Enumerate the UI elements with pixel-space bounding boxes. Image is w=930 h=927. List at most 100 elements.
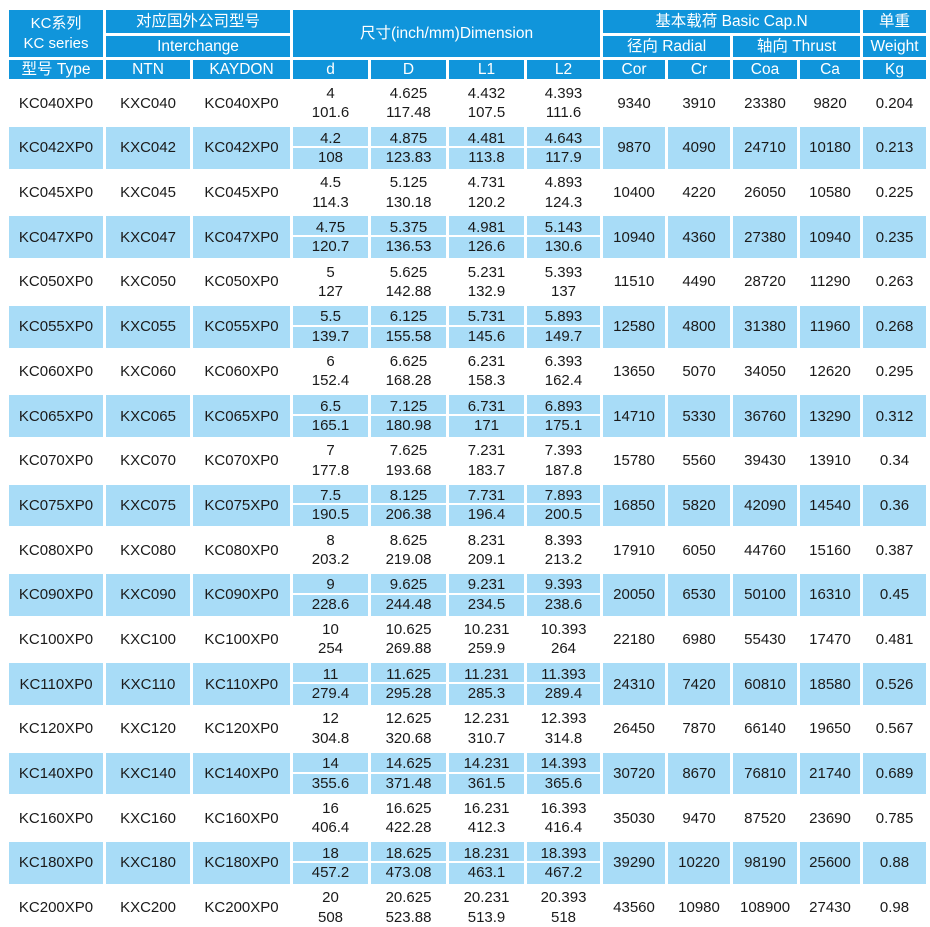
- L1-inch-value: 11.231: [450, 665, 523, 685]
- cell-model: KC050XP0: [6, 258, 106, 306]
- L1-inch-value: 6.231: [450, 352, 523, 372]
- cell-cr: 4090: [665, 124, 734, 172]
- cell-L1: 8.231 209.1: [446, 526, 528, 574]
- header-type: 型号 Type: [6, 56, 106, 83]
- cell-ntn: KXC160: [103, 794, 193, 843]
- cell-ntn: KXC055: [103, 302, 193, 351]
- cell-coa: 98190: [730, 839, 801, 887]
- cell-L1: 11.231 285.3: [446, 660, 528, 708]
- cell-D: 5.625 142.88: [368, 258, 450, 306]
- L1-inch-value: 5.731: [450, 307, 523, 327]
- cell-coa: 23380: [730, 79, 801, 128]
- header-kc-series-en: KC series: [23, 34, 89, 52]
- L1-inch-value: 4.981: [450, 218, 523, 238]
- d-mm-value: 177.8: [311, 461, 350, 479]
- header-row-3: 型号 Type NTN KAYDON d D L1 L2 Cor Cr Coa …: [6, 56, 930, 83]
- D-mm-value: 320.68: [385, 729, 432, 747]
- cell-kg: 0.88: [860, 839, 930, 887]
- cell-ca: 14540: [797, 481, 864, 530]
- cell-D: 10.625 269.88: [368, 615, 450, 664]
- cell-kaydon: KC070XP0: [189, 436, 294, 485]
- D-inch-value: 5.125: [372, 173, 445, 193]
- cell-kg: 0.263: [860, 258, 930, 306]
- table-row: KC100XP0 KXC100 KC100XP0 10 254 10.625 2…: [6, 615, 930, 664]
- cell-kg: 0.689: [860, 749, 930, 798]
- header-col-d: d: [290, 56, 372, 83]
- header-col-D: D: [368, 56, 450, 83]
- d-mm-value: 139.7: [311, 327, 350, 345]
- cell-kg: 0.268: [860, 302, 930, 351]
- cell-kg: 0.235: [860, 213, 930, 262]
- d-mm-value: 101.6: [311, 104, 350, 122]
- cell-model: KC090XP0: [6, 570, 106, 619]
- cell-kaydon: KC110XP0: [189, 660, 294, 708]
- cell-D: 4.875 123.83: [368, 124, 450, 172]
- cell-D: 7.125 180.98: [368, 392, 450, 440]
- L2-inch-value: 5.393: [528, 263, 599, 282]
- cell-ntn: KXC042: [103, 124, 193, 172]
- d-inch-value: 4.2: [294, 129, 367, 148]
- table-row: KC060XP0 KXC060 KC060XP0 6 152.4 6.625 1…: [6, 347, 930, 396]
- cell-kaydon: KC060XP0: [189, 347, 294, 396]
- L1-mm-value: 209.1: [467, 551, 506, 569]
- L1-inch-value: 6.731: [450, 397, 523, 417]
- cell-L1: 7.731 196.4: [446, 481, 528, 530]
- cell-cor: 43560: [600, 883, 669, 927]
- cell-ntn: KXC050: [103, 258, 193, 306]
- L1-inch-value: 7.231: [450, 441, 523, 461]
- cell-cor: 24310: [600, 660, 669, 708]
- header-col-L1: L1: [446, 56, 528, 83]
- cell-cr: 4490: [665, 258, 734, 306]
- cell-model: KC045XP0: [6, 168, 106, 217]
- cell-ca: 11960: [797, 302, 864, 351]
- D-inch-value: 4.875: [372, 129, 445, 148]
- L1-inch-value: 4.481: [450, 129, 523, 148]
- cell-model: KC070XP0: [6, 436, 106, 485]
- cell-model: KC160XP0: [6, 794, 106, 843]
- cell-kg: 0.225: [860, 168, 930, 217]
- L1-mm-value: 285.3: [467, 685, 506, 703]
- L2-mm-value: 467.2: [544, 863, 583, 881]
- cell-ca: 10180: [797, 124, 864, 172]
- cell-L2: 12.393 314.8: [524, 705, 604, 753]
- D-mm-value: 206.38: [385, 506, 432, 524]
- L2-mm-value: 416.4: [544, 819, 583, 837]
- table-row: KC042XP0 KXC042 KC042XP0 4.2 108 4.875 1…: [6, 124, 930, 172]
- cell-d: 4 101.6: [290, 79, 372, 128]
- cell-d: 7.5 190.5: [290, 481, 372, 530]
- D-mm-value: 473.08: [385, 863, 432, 881]
- header-interchange-zh: 对应国外公司型号: [102, 7, 294, 36]
- table-header: KC系列 KC series 对应国外公司型号 尺寸(inch/mm)Dimen…: [6, 7, 930, 83]
- cell-D: 5.125 130.18: [368, 168, 450, 217]
- cell-cor: 14710: [600, 392, 669, 440]
- d-inch-value: 5.5: [294, 307, 367, 327]
- cell-model: KC075XP0: [6, 481, 106, 530]
- L2-mm-value: 175.1: [544, 417, 583, 435]
- L2-inch-value: 9.393: [528, 575, 599, 595]
- L1-inch-value: 4.432: [450, 84, 523, 104]
- cell-coa: 36760: [730, 392, 801, 440]
- L2-inch-value: 7.893: [528, 486, 599, 506]
- cell-d: 8 203.2: [290, 526, 372, 574]
- L2-inch-value: 14.393: [528, 754, 599, 774]
- L2-mm-value: 117.9: [545, 148, 582, 166]
- cell-d: 14 355.6: [290, 749, 372, 798]
- D-mm-value: 117.48: [386, 104, 431, 122]
- L1-mm-value: 183.7: [467, 461, 506, 479]
- cell-ntn: KXC090: [103, 570, 193, 619]
- L2-mm-value: 365.6: [544, 774, 583, 792]
- cell-L2: 8.393 213.2: [524, 526, 604, 574]
- d-mm-value: 228.6: [311, 595, 350, 613]
- cell-ca: 19650: [797, 705, 864, 753]
- D-mm-value: 142.88: [385, 282, 432, 300]
- cell-L1: 4.981 126.6: [446, 213, 528, 262]
- table-row: KC065XP0 KXC065 KC065XP0 6.5 165.1 7.125…: [6, 392, 930, 440]
- cell-ntn: KXC047: [103, 213, 193, 262]
- L1-mm-value: 259.9: [467, 640, 506, 658]
- L2-mm-value: 130.6: [544, 238, 583, 256]
- D-mm-value: 168.28: [385, 372, 432, 390]
- cell-kg: 0.98: [860, 883, 930, 927]
- cell-coa: 108900: [730, 883, 801, 927]
- L1-inch-value: 12.231: [450, 709, 523, 729]
